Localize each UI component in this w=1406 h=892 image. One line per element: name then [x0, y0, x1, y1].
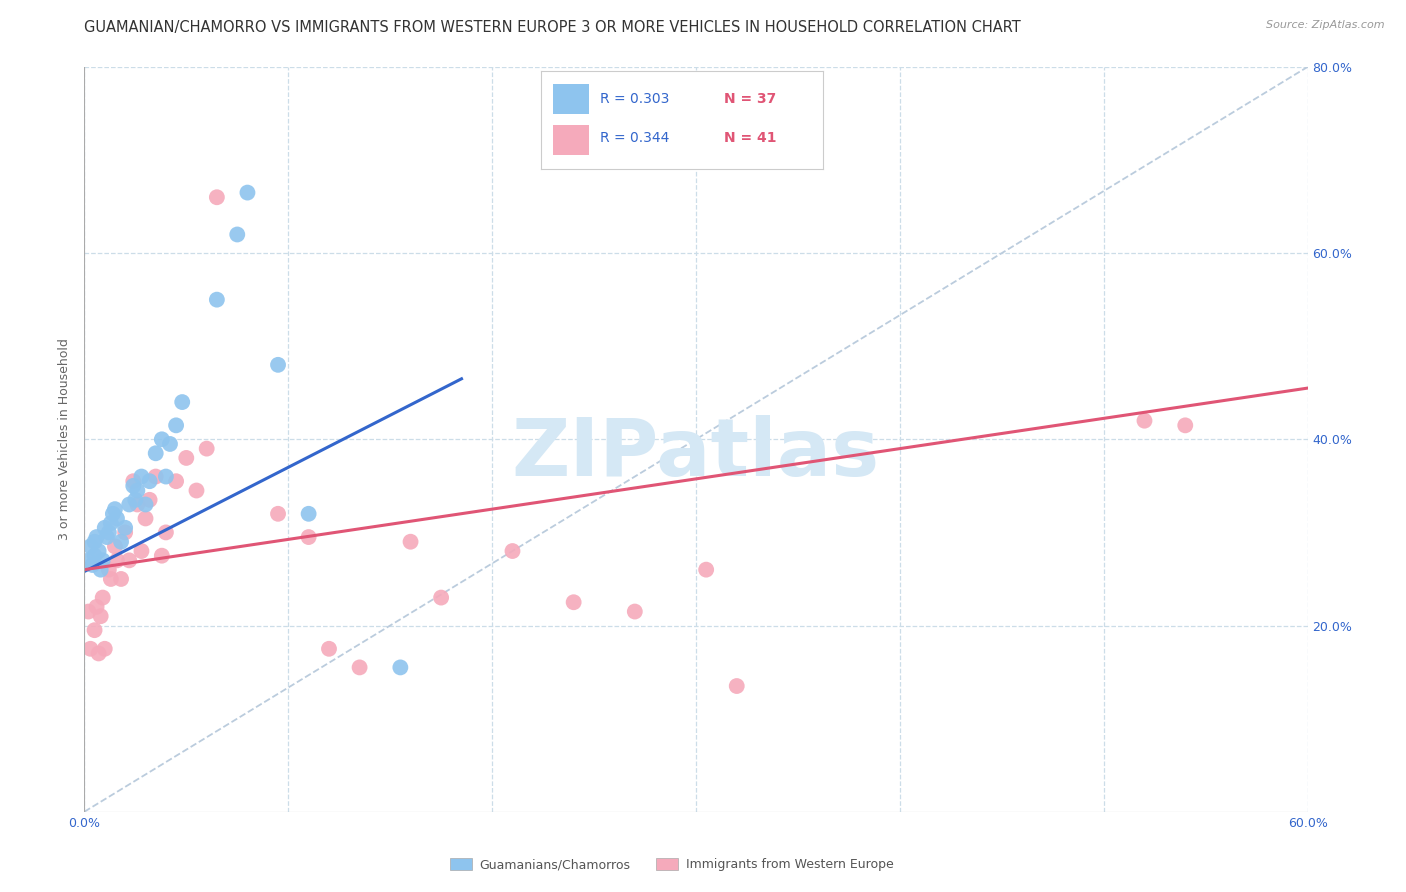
Point: [1133, 414, 1156, 428]
Point: [118, 498, 141, 512]
Point: [122, 479, 145, 493]
Point: [79, 641, 101, 656]
Point: [83, 534, 105, 549]
Point: [145, 469, 167, 483]
Legend: Guamanians/Chamorros, Immigrants from Western Europe: Guamanians/Chamorros, Immigrants from We…: [444, 853, 898, 876]
Point: [100, 516, 122, 530]
Point: [165, 418, 187, 433]
Point: [399, 534, 422, 549]
Point: [430, 591, 453, 605]
Point: [138, 474, 160, 488]
Point: [298, 530, 321, 544]
Point: [298, 507, 321, 521]
Text: R = 0.303: R = 0.303: [600, 92, 669, 106]
Point: [93, 641, 117, 656]
Point: [236, 186, 259, 200]
FancyBboxPatch shape: [553, 125, 589, 155]
Point: [159, 437, 181, 451]
Y-axis label: 3 or more Vehicles in Household: 3 or more Vehicles in Household: [58, 338, 72, 541]
Point: [318, 641, 340, 656]
Point: [90, 563, 112, 577]
Point: [562, 595, 585, 609]
Point: [91, 553, 114, 567]
Point: [124, 492, 146, 507]
Point: [150, 549, 173, 563]
Point: [79, 540, 101, 554]
Point: [101, 507, 124, 521]
Point: [131, 544, 153, 558]
Point: [97, 563, 120, 577]
Point: [172, 395, 194, 409]
Point: [93, 521, 117, 535]
FancyBboxPatch shape: [553, 84, 589, 113]
Point: [110, 572, 132, 586]
Point: [725, 679, 748, 693]
Point: [82, 558, 104, 572]
Point: [100, 572, 122, 586]
Point: [624, 605, 647, 619]
Point: [86, 530, 108, 544]
Point: [86, 599, 108, 614]
Point: [502, 544, 524, 558]
Point: [77, 553, 100, 567]
Text: N = 37: N = 37: [724, 92, 776, 106]
Point: [77, 605, 100, 619]
Text: N = 41: N = 41: [724, 131, 776, 145]
Point: [118, 553, 141, 567]
Point: [105, 553, 128, 567]
Text: R = 0.344: R = 0.344: [600, 131, 669, 145]
Point: [150, 433, 173, 447]
Point: [155, 525, 177, 540]
Point: [105, 511, 128, 525]
Point: [127, 498, 149, 512]
Point: [104, 502, 127, 516]
Point: [267, 358, 290, 372]
Point: [145, 446, 167, 460]
Point: [155, 469, 177, 483]
Point: [135, 511, 157, 525]
Point: [205, 293, 228, 307]
Point: [127, 483, 149, 498]
Text: GUAMANIAN/CHAMORRO VS IMMIGRANTS FROM WESTERN EUROPE 3 OR MORE VEHICLES IN HOUSE: GUAMANIAN/CHAMORRO VS IMMIGRANTS FROM WE…: [84, 20, 1021, 35]
Point: [122, 474, 145, 488]
Point: [1174, 418, 1197, 433]
Point: [205, 190, 228, 204]
Point: [138, 492, 160, 507]
Point: [91, 591, 114, 605]
Point: [114, 525, 136, 540]
Point: [87, 544, 110, 558]
Point: [186, 483, 208, 498]
Point: [195, 442, 218, 456]
Point: [87, 647, 110, 661]
Point: [695, 563, 717, 577]
Point: [83, 549, 105, 563]
Point: [389, 660, 412, 674]
Point: [114, 521, 136, 535]
Point: [96, 530, 118, 544]
Point: [349, 660, 371, 674]
Point: [83, 623, 105, 637]
Point: [104, 540, 127, 554]
Text: Source: ZipAtlas.com: Source: ZipAtlas.com: [1267, 20, 1385, 29]
Point: [165, 474, 187, 488]
Point: [97, 525, 120, 540]
Point: [135, 498, 157, 512]
Point: [110, 534, 132, 549]
Point: [176, 450, 198, 465]
Text: ZIPatlas: ZIPatlas: [512, 415, 880, 493]
Point: [90, 609, 112, 624]
Point: [226, 227, 249, 242]
Point: [267, 507, 290, 521]
Point: [131, 469, 153, 483]
